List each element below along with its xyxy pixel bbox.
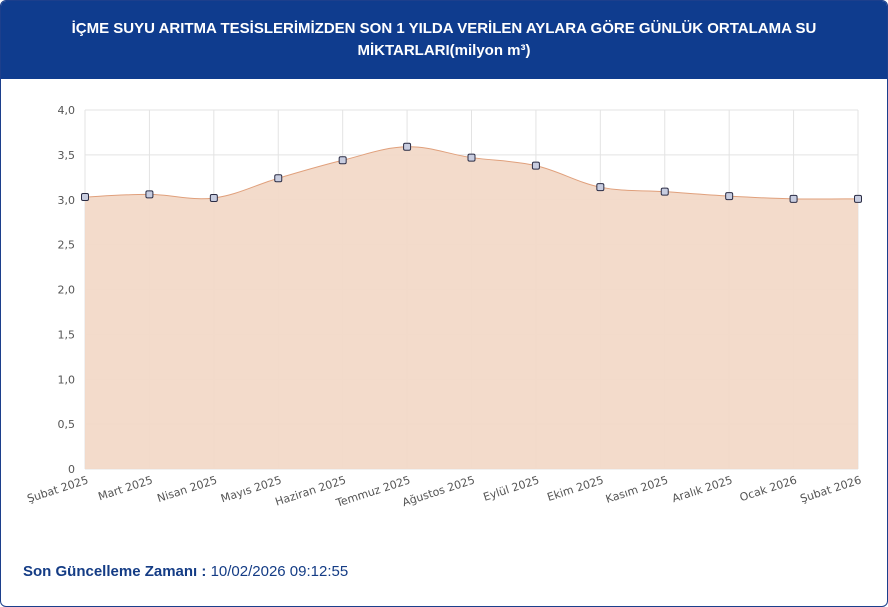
y-tick-label: 3,5: [58, 149, 76, 162]
data-point: [403, 142, 412, 151]
data-point: [81, 193, 89, 202]
y-axis-ticks: 0 0,5 1,0 1,5 2,0 2,5 3,0 3,5 4,0: [58, 104, 76, 476]
last-updated-value: 10/02/2026 09:12:55: [210, 563, 349, 580]
data-point: [725, 192, 734, 201]
x-tick-label: Mart 2025: [97, 473, 155, 503]
data-point: [531, 161, 540, 170]
y-tick-label: 0: [68, 463, 75, 476]
chart-title: İÇME SUYU ARITMA TESİSLERİMİZDEN SON 1 Y…: [71, 20, 817, 59]
x-tick-label: Kasım 2025: [604, 473, 670, 505]
x-tick-label: Ekim 2025: [546, 473, 606, 503]
data-point: [274, 174, 283, 183]
data-point: [854, 194, 862, 203]
data-point: [789, 194, 798, 203]
data-point: [660, 187, 669, 196]
x-tick-label: Nisan 2025: [156, 473, 219, 505]
chart-header: İÇME SUYU ARITMA TESİSLERİMİZDEN SON 1 Y…: [1, 1, 887, 79]
y-tick-label: 4,0: [58, 104, 76, 117]
x-tick-label: Şubat 2025: [26, 473, 90, 505]
data-point: [145, 190, 154, 199]
x-tick-label: Ocak 2026: [738, 473, 798, 504]
last-updated-label: Son Güncelleme Zamanı :: [23, 563, 207, 580]
y-tick-label: 0,5: [58, 418, 76, 431]
x-tick-label: Ağustos 2025: [401, 473, 477, 509]
area-chart: 0 0,5 1,0 1,5 2,0 2,5 3,0 3,5 4,0 Şubat 2025 Mart…: [26, 104, 863, 510]
x-tick-label: Aralık 2025: [670, 473, 734, 505]
x-tick-label: Mayıs 2025: [219, 473, 283, 505]
data-point: [338, 156, 347, 165]
y-tick-label: 2,5: [58, 239, 76, 252]
y-tick-label: 1,5: [58, 328, 76, 341]
data-point: [596, 183, 605, 192]
chart-area: [84, 146, 859, 470]
area-fill: [85, 146, 858, 470]
data-point: [209, 193, 218, 202]
y-tick-label: 1,0: [58, 373, 76, 386]
data-point: [467, 153, 476, 162]
y-tick-label: 2,0: [58, 284, 76, 297]
y-tick-label: 3,0: [58, 194, 76, 207]
x-tick-label: Şubat 2026: [799, 473, 863, 505]
x-axis-ticks: Şubat 2025 Mart 2025 Nisan 2025 Mayıs 2025H…: [26, 473, 863, 510]
x-tick-label: Eylül 2025: [482, 473, 541, 503]
chart-points: [81, 142, 862, 203]
last-updated: Son Güncelleme Zamanı : 10/02/2026 09:12…: [23, 563, 348, 580]
